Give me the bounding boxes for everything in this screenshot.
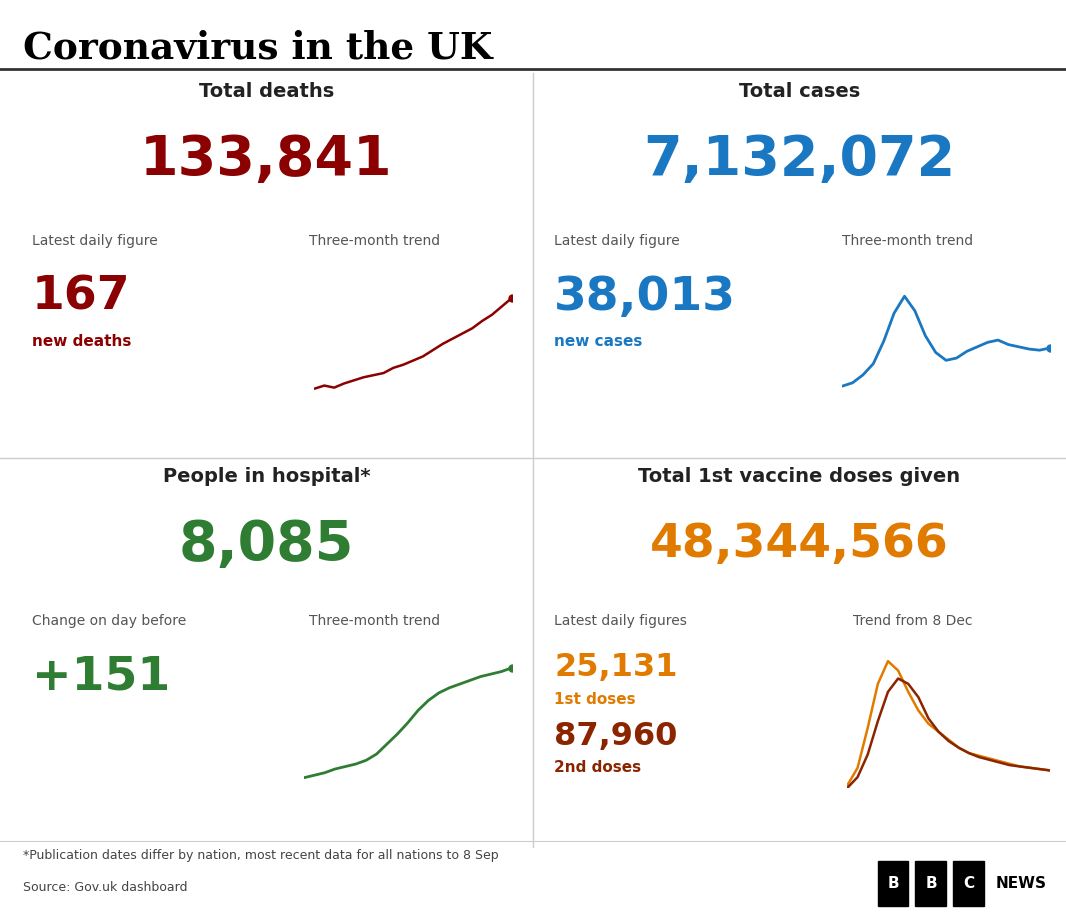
Text: Total cases: Total cases bbox=[739, 82, 860, 102]
Text: People in hospital*: People in hospital* bbox=[163, 467, 370, 486]
Text: C: C bbox=[964, 876, 974, 891]
Text: Three-month trend: Three-month trend bbox=[842, 234, 973, 247]
Text: Source: Gov.uk dashboard: Source: Gov.uk dashboard bbox=[23, 881, 188, 894]
Text: Total 1st vaccine doses given: Total 1st vaccine doses given bbox=[639, 467, 960, 486]
Text: new cases: new cases bbox=[554, 334, 643, 349]
Text: 133,841: 133,841 bbox=[141, 133, 392, 187]
Text: 87,960: 87,960 bbox=[554, 721, 678, 752]
Text: B: B bbox=[925, 876, 937, 891]
Text: *Publication dates differ by nation, most recent data for all nations to 8 Sep: *Publication dates differ by nation, mos… bbox=[23, 849, 499, 862]
Text: Latest daily figure: Latest daily figure bbox=[554, 234, 680, 247]
Text: Coronavirus in the UK: Coronavirus in the UK bbox=[23, 29, 492, 66]
Text: 38,013: 38,013 bbox=[554, 275, 737, 320]
FancyBboxPatch shape bbox=[916, 861, 947, 906]
Text: Change on day before: Change on day before bbox=[32, 614, 187, 627]
FancyBboxPatch shape bbox=[953, 861, 984, 906]
Text: 2nd doses: 2nd doses bbox=[554, 760, 642, 775]
Text: Trend from 8 Dec: Trend from 8 Dec bbox=[853, 614, 972, 627]
Text: B: B bbox=[888, 876, 900, 891]
Text: Latest daily figure: Latest daily figure bbox=[32, 234, 158, 247]
FancyBboxPatch shape bbox=[877, 861, 908, 906]
Text: 8,085: 8,085 bbox=[179, 518, 354, 572]
Text: 167: 167 bbox=[32, 275, 131, 320]
Text: Latest daily figures: Latest daily figures bbox=[554, 614, 688, 627]
Text: 48,344,566: 48,344,566 bbox=[650, 522, 949, 567]
Text: 1st doses: 1st doses bbox=[554, 692, 636, 706]
Text: 7,132,072: 7,132,072 bbox=[644, 133, 955, 187]
Text: +151: +151 bbox=[32, 655, 171, 700]
Text: NEWS: NEWS bbox=[996, 876, 1047, 891]
Text: Total deaths: Total deaths bbox=[199, 82, 334, 102]
Text: new deaths: new deaths bbox=[32, 334, 131, 349]
Text: Three-month trend: Three-month trend bbox=[309, 614, 440, 627]
Text: 25,131: 25,131 bbox=[554, 652, 678, 683]
Text: Three-month trend: Three-month trend bbox=[309, 234, 440, 247]
